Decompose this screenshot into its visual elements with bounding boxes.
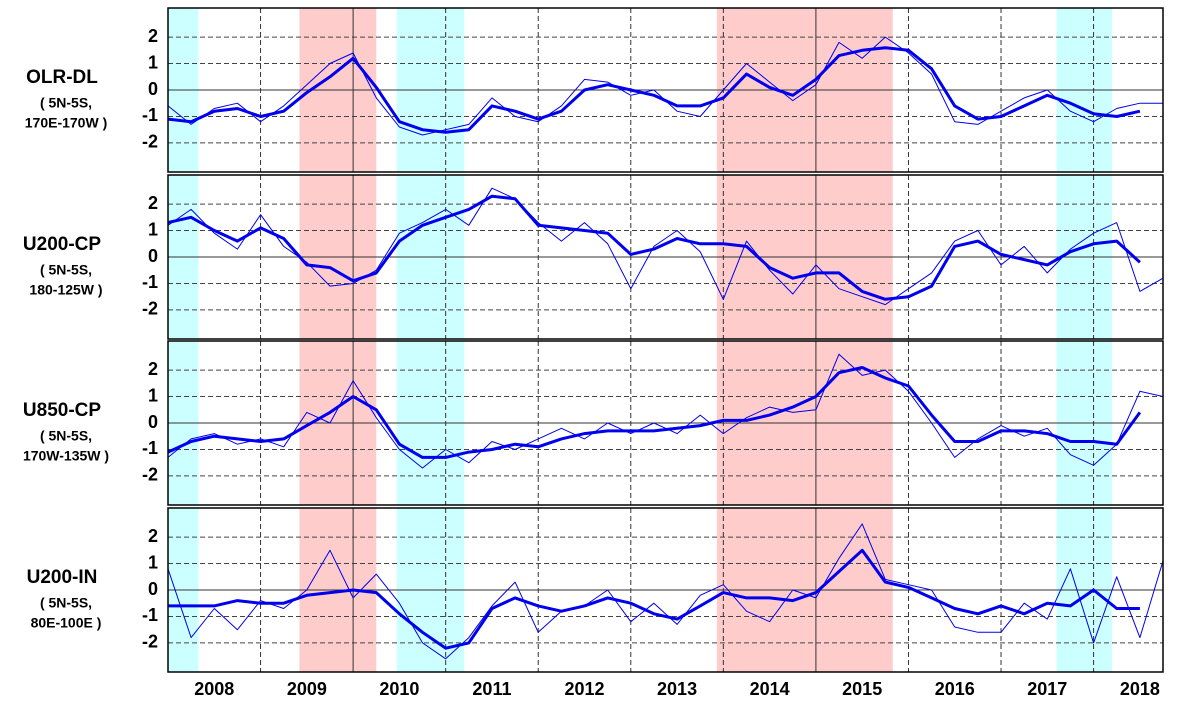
panel-label: U200-CP: [23, 234, 101, 255]
smoothed-line: [168, 46, 1141, 134]
panel-frame: [167, 7, 1164, 173]
panel-sublabel: ( 5N-5S,: [40, 428, 92, 444]
panel-sublabel: ( 5N-5S,: [40, 95, 92, 111]
smoothed-line: [168, 548, 1140, 650]
y-tick-label: 0: [148, 79, 158, 99]
y-tick-label: -1: [142, 272, 158, 292]
panel-label: U850-CP: [23, 400, 101, 421]
y-tick-label: 0: [148, 246, 158, 266]
x-tick-label: 2016: [935, 679, 975, 699]
x-tick-label: 2014: [750, 679, 790, 699]
panel-sublabel: 180-125W ): [29, 282, 102, 298]
y-tick-label: -2: [142, 632, 158, 652]
y-tick-label: 1: [148, 219, 158, 239]
y-tick-label: 2: [148, 26, 158, 46]
y-tick-label: 0: [148, 412, 158, 432]
x-tick-label: 2011: [472, 679, 511, 699]
panel-frame: [167, 174, 1164, 340]
panel-sublabel: ( 5N-5S,: [40, 262, 92, 278]
panel-sublabel: 170W-135W ): [23, 448, 109, 464]
monthly-line: [168, 187, 1163, 306]
smoothed-line: [168, 366, 1142, 459]
y-tick-label: 2: [148, 359, 158, 379]
panel-label: OLR-DL: [26, 67, 98, 88]
x-tick-label: 2008: [194, 679, 234, 699]
x-tick-label: 2013: [657, 679, 697, 699]
y-tick-label: 1: [148, 552, 158, 572]
panel-sublabel: ( 5N-5S,: [40, 595, 92, 611]
y-tick-label: -1: [142, 605, 158, 625]
x-tick-label: 2010: [379, 679, 419, 699]
panel-frame: [167, 340, 1164, 506]
x-tick-label: 2015: [842, 679, 882, 699]
x-tick-label: 2012: [564, 679, 604, 699]
x-tick-label: 2018: [1120, 679, 1160, 699]
y-tick-label: 2: [148, 526, 158, 546]
monthly-line: [168, 523, 1163, 660]
panel-label: U200-IN: [27, 567, 98, 588]
y-tick-label: -1: [142, 105, 158, 125]
y-tick-label: -2: [142, 132, 158, 152]
smoothed-line: [168, 194, 1141, 301]
y-tick-label: 1: [148, 52, 158, 72]
y-tick-label: -2: [142, 299, 158, 319]
x-tick-label: 2009: [287, 679, 327, 699]
y-tick-label: 2: [148, 193, 158, 213]
y-tick-label: -1: [142, 438, 158, 458]
panel-sublabel: 80E-100E ): [31, 615, 102, 631]
y-tick-label: -2: [142, 465, 158, 485]
y-tick-label: 0: [148, 579, 158, 599]
panel-sublabel: 170E-170W ): [25, 115, 107, 131]
y-tick-label: 1: [148, 385, 158, 405]
panel-frame: [167, 507, 1164, 673]
x-tick-label: 2017: [1027, 679, 1067, 699]
